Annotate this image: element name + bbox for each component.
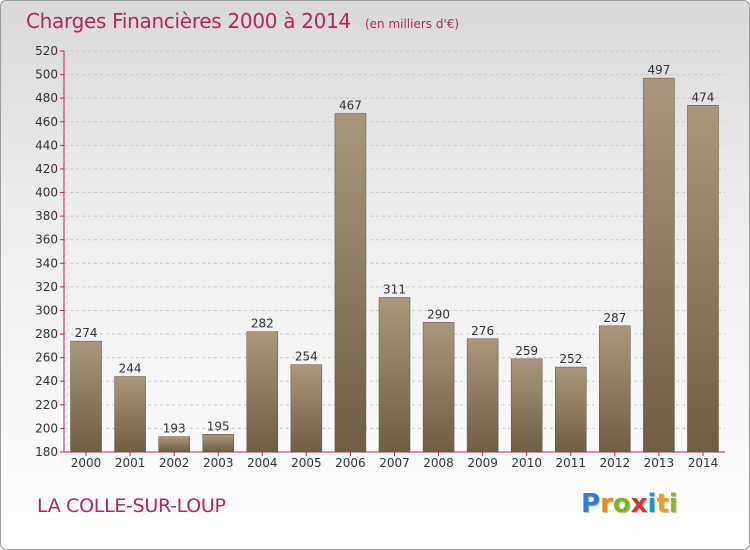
- data-label: 254: [295, 350, 318, 364]
- x-tick-label: 2004: [247, 456, 278, 470]
- y-tick-label: 360: [35, 233, 58, 247]
- data-label: 252: [559, 352, 582, 366]
- x-tick-label: 2002: [159, 456, 190, 470]
- data-label: 290: [427, 307, 450, 321]
- chart-subtitle: (en milliers d'€): [364, 17, 460, 31]
- bar: [70, 340, 102, 453]
- y-tick-label: 400: [35, 186, 58, 200]
- bar: [687, 105, 719, 453]
- x-tick-label: 2008: [423, 456, 454, 470]
- bar: [599, 325, 631, 453]
- logo-letter: i: [647, 489, 657, 519]
- data-label: 287: [603, 311, 626, 325]
- bar: [422, 322, 455, 453]
- y-tick-label: 500: [35, 68, 58, 82]
- x-tick-label: 2003: [203, 456, 234, 470]
- data-label: 467: [339, 99, 362, 113]
- y-tick-label: 280: [35, 327, 58, 341]
- bar: [290, 364, 323, 453]
- data-label: 311: [383, 282, 406, 296]
- y-tick-label: 240: [35, 374, 58, 388]
- x-tick-label: 2005: [291, 456, 322, 470]
- x-tick-label: 2011: [555, 456, 586, 470]
- y-tick-label: 480: [35, 91, 58, 105]
- bar: [246, 331, 279, 453]
- bar: [114, 376, 146, 453]
- y-tick-label: 300: [35, 303, 58, 317]
- logo-letter: t: [656, 489, 669, 519]
- data-label: 474: [692, 90, 715, 104]
- logo-letter: x: [630, 489, 648, 519]
- y-tick-label: 440: [35, 138, 58, 152]
- data-label: 497: [647, 63, 670, 77]
- logo-letter: P: [581, 489, 601, 519]
- x-tick-label: 2014: [688, 456, 719, 470]
- data-label: 276: [471, 324, 494, 338]
- bar: [643, 77, 675, 453]
- x-tick-label: 2010: [511, 456, 542, 470]
- data-label: 195: [207, 419, 230, 433]
- bar: [466, 338, 499, 453]
- y-tick-label: 420: [35, 162, 58, 176]
- y-tick-label: 260: [35, 351, 58, 365]
- data-label: 274: [75, 326, 98, 340]
- y-tick-label: 180: [35, 445, 58, 459]
- y-tick-label: 380: [35, 209, 58, 223]
- bar: [334, 113, 367, 453]
- bar: [510, 358, 543, 453]
- data-label: 259: [515, 344, 538, 358]
- x-tick-label: 2013: [644, 456, 675, 470]
- bar: [555, 366, 587, 453]
- bar: [158, 436, 190, 453]
- x-tick-label: 2009: [467, 456, 498, 470]
- x-tick-label: 2007: [379, 456, 410, 470]
- x-tick-label: 2001: [115, 456, 146, 470]
- data-label: 282: [251, 317, 274, 331]
- x-tick-label: 2000: [71, 456, 102, 470]
- axis-hatch: [63, 51, 69, 452]
- data-label: 244: [119, 362, 142, 376]
- logo-letter: r: [600, 489, 613, 519]
- logo-letter: i: [668, 489, 678, 519]
- x-tick-label: 2012: [600, 456, 631, 470]
- y-tick-label: 340: [35, 256, 58, 270]
- bar: [202, 434, 234, 453]
- bar: [378, 297, 411, 453]
- y-tick-label: 460: [35, 115, 58, 129]
- chart-title: Charges Financières 2000 à 2014: [26, 9, 351, 33]
- title-group: Charges Financières 2000 à 2014 (en milli…: [26, 9, 459, 33]
- y-tick-label: 320: [35, 280, 58, 294]
- y-tick-label: 220: [35, 398, 58, 412]
- x-tick-label: 2006: [335, 456, 366, 470]
- logo-letter: o: [612, 489, 631, 519]
- y-tick-label: 520: [35, 44, 58, 58]
- city-label: LA COLLE-SUR-LOUP: [37, 495, 226, 517]
- proxiti-logo: Proxiti: [581, 489, 678, 519]
- y-tick-label: 200: [35, 421, 58, 435]
- data-label: 193: [163, 422, 186, 436]
